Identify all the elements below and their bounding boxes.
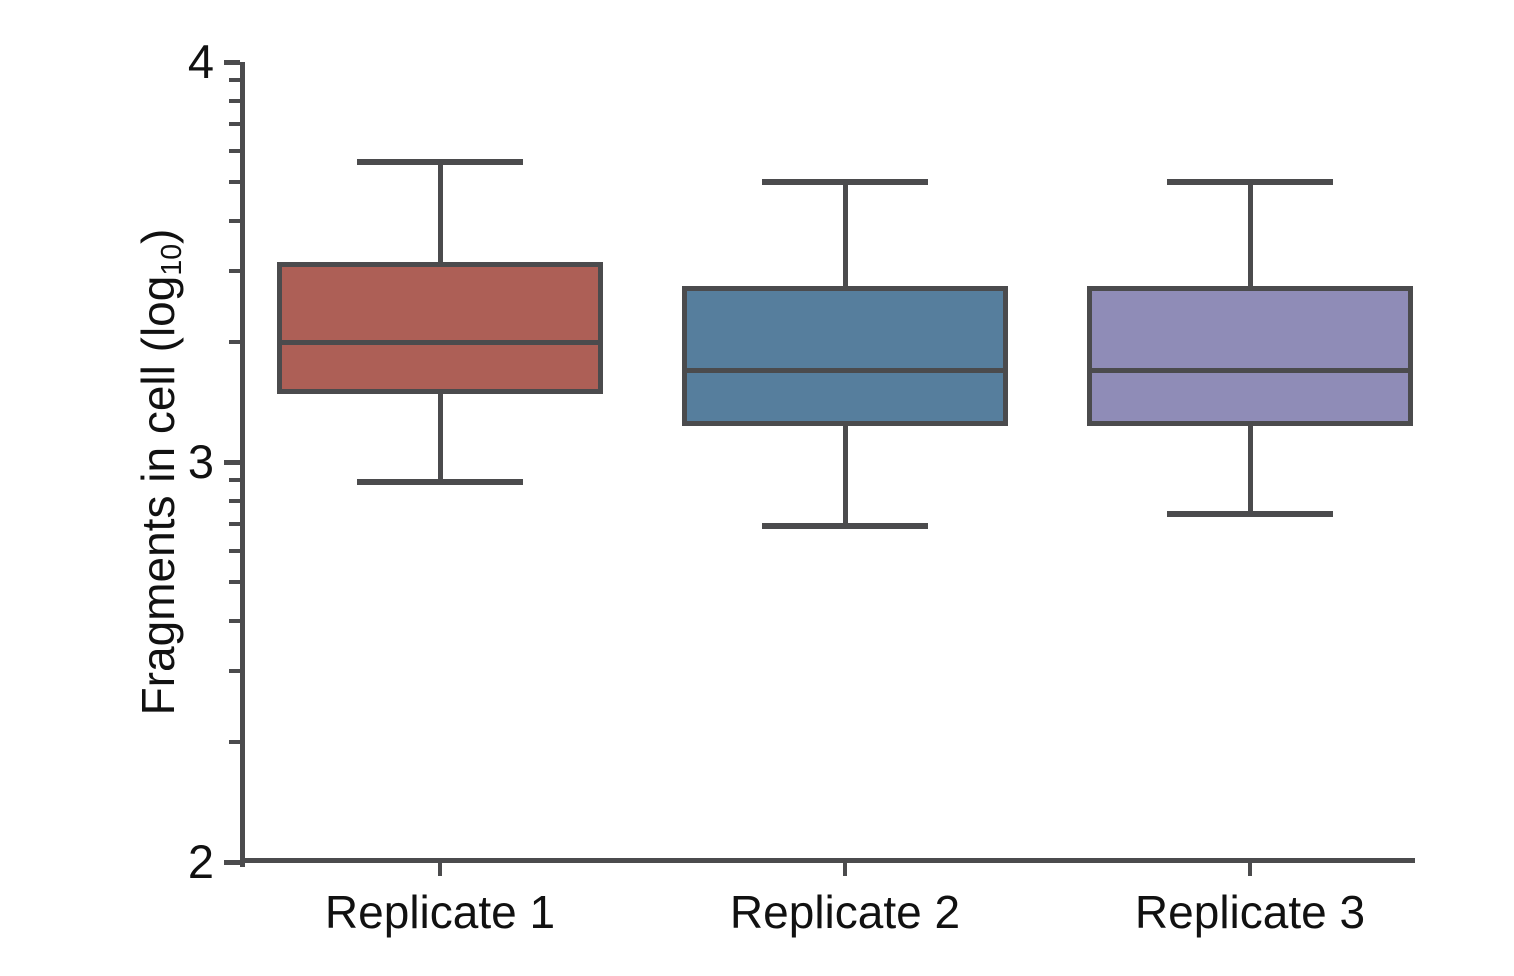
y-minor-tick — [229, 498, 240, 503]
whisker-cap-lower-replicate-3 — [1167, 511, 1333, 517]
box-replicate-1 — [277, 262, 603, 394]
median-line-replicate-2 — [686, 368, 1004, 373]
whisker-cap-upper-replicate-2 — [762, 179, 928, 185]
y-minor-tick — [229, 580, 240, 585]
y-major-tick — [224, 60, 240, 65]
x-category-label-1: Replicate 1 — [324, 886, 556, 938]
whisker-line-lower-replicate-1 — [438, 394, 443, 482]
y-minor-tick — [229, 339, 240, 344]
median-line-replicate-1 — [281, 340, 599, 345]
whisker-line-upper-replicate-3 — [1248, 182, 1253, 286]
whisker-line-lower-replicate-3 — [1248, 426, 1253, 514]
y-minor-tick — [229, 739, 240, 744]
y-minor-tick — [229, 478, 240, 483]
y-axis-title-main: Fragments in cell (log — [131, 275, 184, 716]
y-minor-tick — [229, 148, 240, 153]
y-tick-label: 4 — [187, 35, 214, 88]
x-category-label-2: Replicate 2 — [729, 886, 961, 938]
y-minor-tick — [229, 78, 240, 83]
y-minor-tick — [229, 522, 240, 526]
x-axis-line — [240, 858, 1415, 863]
y-minor-tick — [229, 219, 240, 224]
x-category-label-3: Replicate 3 — [1134, 886, 1366, 938]
y-minor-tick — [229, 98, 240, 103]
y-minor-tick — [229, 180, 240, 185]
y-minor-tick — [229, 548, 240, 553]
y-axis-title-end: ) — [131, 228, 184, 244]
y-minor-tick — [229, 122, 240, 126]
y-tick-label: 3 — [187, 435, 214, 488]
whisker-line-upper-replicate-2 — [843, 182, 848, 286]
y-major-tick — [224, 860, 240, 865]
y-minor-tick — [229, 669, 240, 674]
whisker-line-upper-replicate-1 — [438, 162, 443, 262]
box-replicate-3 — [1087, 286, 1413, 426]
x-tick — [1248, 863, 1252, 876]
y-minor-tick — [229, 619, 240, 624]
x-tick — [438, 863, 442, 876]
whisker-line-lower-replicate-2 — [843, 426, 848, 526]
y-tick-label: 2 — [187, 835, 214, 888]
whisker-cap-lower-replicate-1 — [357, 479, 523, 485]
y-minor-tick — [229, 269, 240, 274]
box-replicate-2 — [682, 286, 1008, 426]
x-tick — [843, 863, 847, 876]
y-axis-title-subscript: 10 — [156, 243, 189, 276]
whisker-cap-upper-replicate-3 — [1167, 179, 1333, 185]
y-axis-line — [240, 62, 245, 867]
y-major-tick — [224, 460, 240, 465]
median-line-replicate-3 — [1091, 368, 1409, 373]
whisker-cap-upper-replicate-1 — [357, 159, 523, 165]
whisker-cap-lower-replicate-2 — [762, 523, 928, 529]
